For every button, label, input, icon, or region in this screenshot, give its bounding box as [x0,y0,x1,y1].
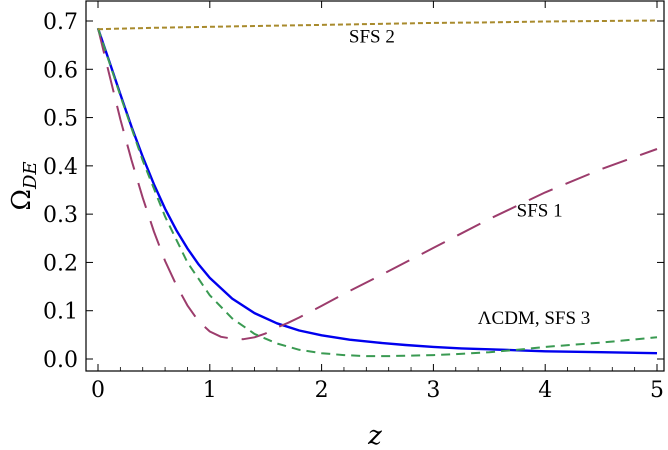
series-line-1 [97,27,658,341]
x-tick-label-3: 3 [426,378,440,403]
x-tick-label-2: 2 [315,378,329,403]
y-tick-label-1: 0.1 [43,300,78,325]
y-tick-label-7: 0.7 [43,10,78,35]
plot-frame [85,0,665,372]
y-tick-label-0: 0.0 [43,348,78,373]
y-tick-label-2: 0.2 [43,251,78,276]
annotation-0: SFS 2 [349,27,395,48]
y-tick-label-3: 0.3 [43,203,78,228]
y-tick-label-4: 0.4 [43,155,78,180]
y-tick-label-6: 0.6 [43,58,78,83]
x-axis-title: z [367,421,382,450]
annotation-2: ΛCDM, SFS 3 [478,308,591,329]
series-line-3 [97,19,658,31]
y-tick-label-5: 0.5 [43,107,78,132]
annotation-1: SFS 1 [517,201,563,222]
series-line-0 [96,27,658,355]
y-axis-title-main: Ω [7,189,37,211]
series-line-2 [97,27,658,358]
x-tick-label-0: 0 [91,378,105,403]
x-tick-label-4: 4 [538,378,552,403]
annotation-layer: SFS 2 SFS 1 ΛCDM, SFS 3 [349,27,590,330]
axis-layer: 0 1 2 3 4 5 0.0 0.1 0.2 0.3 0.4 0.5 0.6 0.7 [43,1,664,403]
y-axis-title-sub: DE [20,161,41,190]
y-axis-title: ΩDE [7,161,41,210]
series-layer [96,19,658,358]
x-tick-label-5: 5 [650,378,664,403]
x-tick-label-1: 1 [203,378,217,403]
